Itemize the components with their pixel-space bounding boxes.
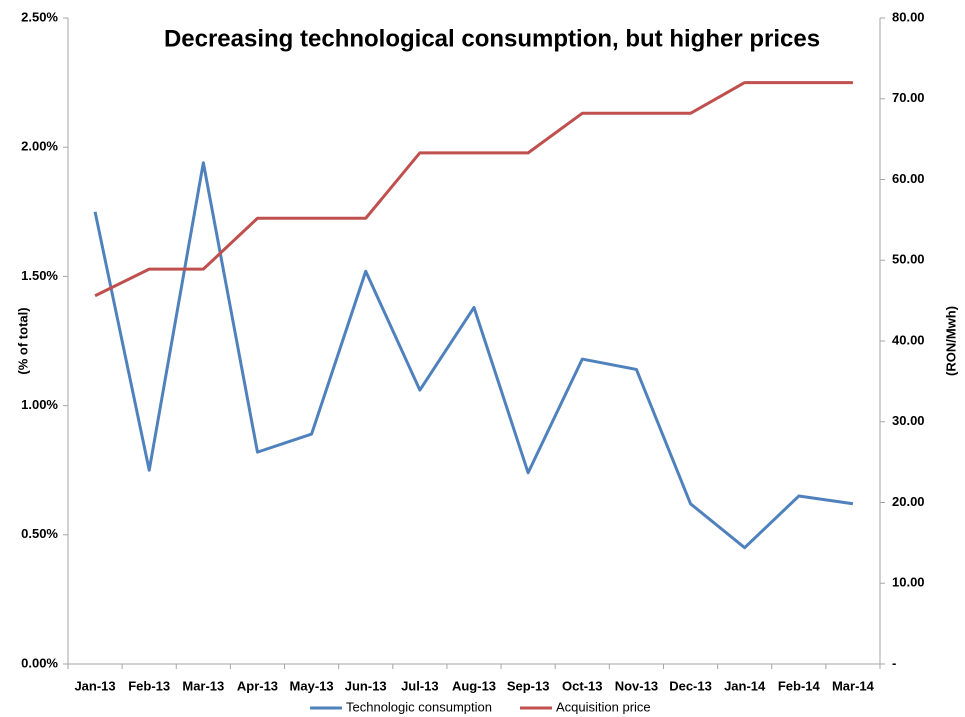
x-tick-label: May-13	[290, 678, 334, 693]
chart-title: Decreasing technological consumption, bu…	[164, 25, 820, 52]
x-tick-label: Jan-13	[74, 678, 115, 693]
y2-tick-label: -	[892, 655, 896, 670]
y2-tick-label: 80.00	[892, 9, 925, 24]
legend-label: Acquisition price	[556, 699, 651, 714]
y-tick-label: 2.50%	[21, 9, 58, 24]
x-tick-label: Jan-14	[724, 678, 766, 693]
y2-tick-label: 60.00	[892, 171, 925, 186]
y-tick-label: 1.50%	[21, 268, 58, 283]
y-tick-label: 1.00%	[21, 397, 58, 412]
y-tick-label: 0.00%	[21, 655, 58, 670]
x-tick-label: Sep-13	[507, 678, 550, 693]
y2-tick-label: 50.00	[892, 252, 925, 267]
series-line	[93, 161, 854, 550]
y2-tick-label: 70.00	[892, 90, 925, 105]
y-tick-label: 0.50%	[21, 526, 58, 541]
x-tick-label: Feb-13	[128, 678, 170, 693]
x-tick-label: Jul-13	[401, 678, 439, 693]
x-tick-label: Nov-13	[615, 678, 658, 693]
y2-tick-label: 20.00	[892, 494, 925, 509]
x-tick-label: Apr-13	[237, 678, 278, 693]
y-tick-label: 2.00%	[21, 139, 58, 154]
x-tick-label: Feb-14	[778, 678, 821, 693]
x-tick-label: Mar-14	[832, 678, 875, 693]
y2-axis-label: (RON/Mwh)	[943, 306, 958, 376]
legend-label: Technologic consumption	[346, 699, 492, 714]
y2-tick-label: 40.00	[892, 332, 925, 347]
x-tick-label: Mar-13	[182, 678, 224, 693]
x-tick-label: Dec-13	[669, 678, 712, 693]
y2-tick-label: 30.00	[892, 413, 925, 428]
y2-tick-label: 10.00	[892, 575, 925, 590]
series-line	[94, 81, 853, 298]
x-tick-label: Jun-13	[345, 678, 387, 693]
x-tick-label: Oct-13	[562, 678, 602, 693]
x-tick-label: Aug-13	[452, 678, 496, 693]
y-axis-label: (% of total)	[15, 307, 30, 374]
